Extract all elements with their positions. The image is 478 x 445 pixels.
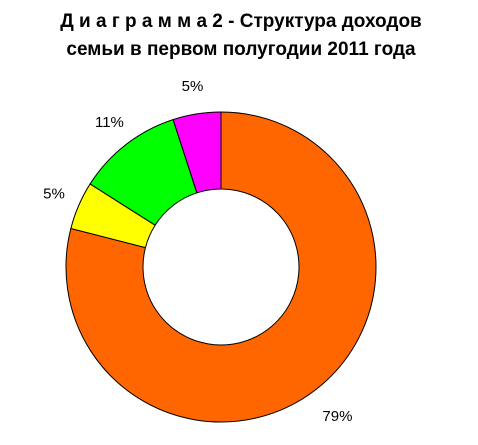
data-label: 79% — [322, 408, 352, 425]
donut-slice — [65, 111, 377, 423]
data-label: 5% — [43, 186, 65, 203]
donut-slice — [172, 111, 222, 194]
chart-title: семьи в первом полугодии 2011 года — [66, 39, 416, 60]
data-label: 11% — [95, 114, 124, 131]
data-label: 5% — [182, 78, 204, 95]
chart-title: Д и а г р а м м а 2 - Структура доходов — [60, 11, 422, 32]
